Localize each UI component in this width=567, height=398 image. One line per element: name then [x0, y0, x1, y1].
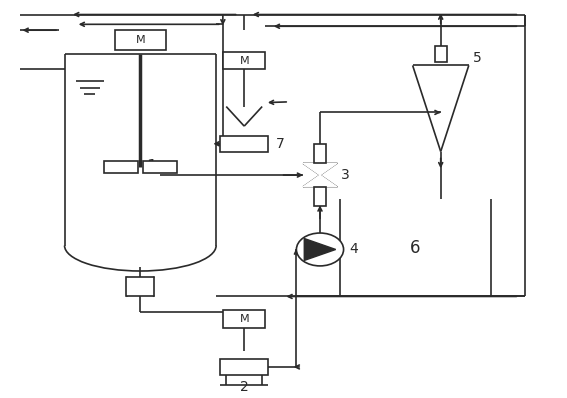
Bar [223, 310, 265, 328]
Bar [314, 144, 326, 163]
Polygon shape [303, 175, 337, 187]
Text: 4: 4 [349, 242, 358, 256]
Text: 2: 2 [240, 380, 248, 394]
Bar [221, 136, 268, 152]
Text: 1: 1 [146, 158, 157, 176]
Text: M: M [239, 56, 249, 66]
Text: 3: 3 [341, 168, 350, 182]
Text: M: M [136, 35, 145, 45]
Polygon shape [304, 238, 336, 260]
Text: M: M [239, 314, 249, 324]
Text: 6: 6 [410, 238, 421, 257]
Text: 5: 5 [473, 51, 481, 64]
Bar [126, 277, 154, 297]
Bar [314, 187, 326, 207]
Bar [104, 161, 138, 173]
Bar [115, 30, 166, 50]
Polygon shape [303, 163, 337, 175]
Bar [223, 52, 265, 69]
Text: 7: 7 [276, 137, 285, 151]
Bar [143, 161, 177, 173]
Bar [434, 46, 447, 62]
Circle shape [297, 233, 344, 266]
Bar [221, 359, 268, 375]
